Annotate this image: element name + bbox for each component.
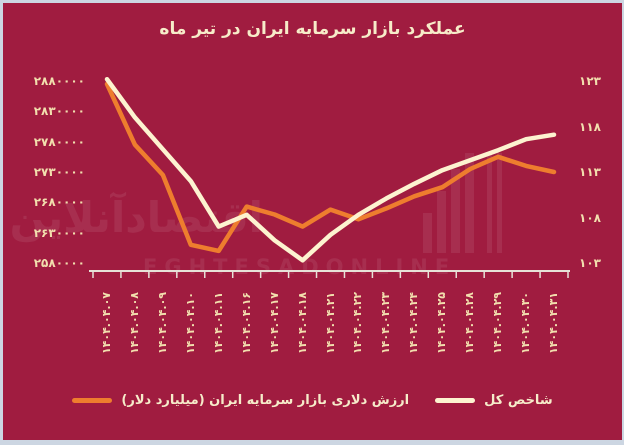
legend-item-total-index: شاخص کل: [435, 393, 553, 408]
chart-legend: شاخص کل ارزش دلاری بازار سرمایه ایران (می…: [3, 393, 622, 408]
y-axis-right-tick-label: ۱۰۸: [579, 210, 601, 225]
dollar-value-line: [104, 81, 557, 254]
y-axis-right-tick-label: ۱۲۳: [579, 74, 601, 88]
y-axis-left-tick-label: ۲۶۸۰۰۰۰: [33, 195, 85, 210]
chart-canvas: اقتصادآنلاین EGHTESADONLINE عملکرد بازار…: [3, 3, 622, 440]
y-axis-left-tick-label: ۲۵۸۰۰۰۰: [33, 256, 85, 270]
plot-area: ۲۸۸۰۰۰۰ ۲۸۳۰۰۰۰ ۲۷۸۰۰۰۰ ۲۷۳۰۰۰۰ ۲۶۸۰۰۰۰ ۲۶۳۰۰…: [3, 3, 622, 440]
y-axis-left-tick-label: ۲۷۸۰۰۰۰: [33, 134, 85, 149]
y-axis-left-tick-label: ۲۸۳۰۰۰۰: [33, 104, 85, 119]
y-axis-left-tick-label: ۲۶۳۰۰۰۰: [33, 225, 85, 240]
y-axis-right-tick-label: ۱۱۳: [579, 165, 601, 179]
y-axis-right-tick-label: ۱۱۸: [579, 119, 601, 134]
total-index-line: [104, 76, 557, 263]
legend-item-dollar-value: ارزش دلاری بازار سرمایه ایران (میلیارد د…: [72, 393, 409, 408]
legend-label: ارزش دلاری بازار سرمایه ایران (میلیارد د…: [121, 393, 410, 408]
legend-swatch-icon: [435, 398, 476, 403]
y-axis-left-tick-label: ۲۷۳۰۰۰۰: [33, 165, 85, 179]
y-axis-left-tick-label: ۲۸۸۰۰۰۰: [33, 74, 85, 88]
legend-label: شاخص کل: [484, 393, 553, 408]
y-axis-right-tick-label: ۱۰۳: [579, 256, 601, 270]
legend-swatch-icon: [72, 398, 113, 403]
chart-svg: [89, 76, 570, 278]
chart-title: عملکرد بازار سرمایه ایران در تیر ماه: [159, 19, 466, 39]
